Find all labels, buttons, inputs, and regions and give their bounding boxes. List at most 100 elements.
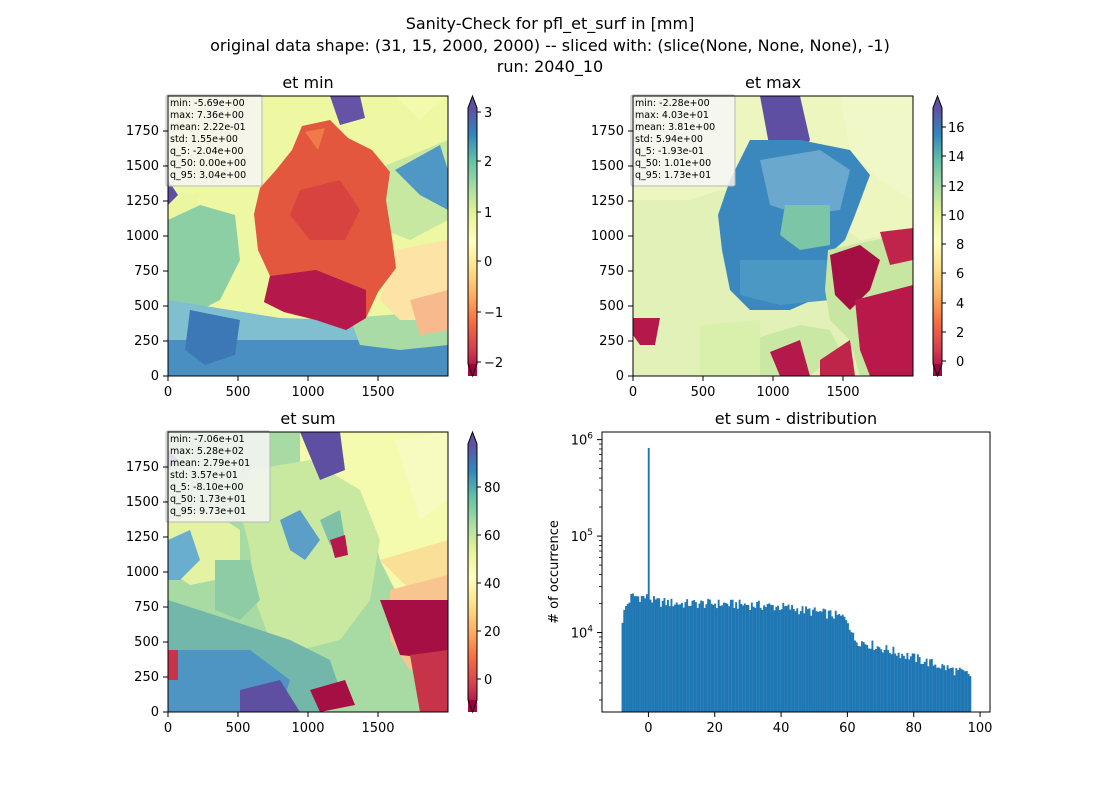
y-tick-label: 1250 [126,194,159,209]
histogram-bar [717,599,720,712]
colorbar-tick-label: 0 [956,355,964,370]
histogram-bar [660,606,662,712]
histogram-bar [722,602,725,712]
histogram-bar [915,662,918,712]
histogram-bar [668,606,671,712]
x-tick-label: 1000 [291,721,324,736]
y-tick-label: 500 [599,299,624,314]
histogram-bar [752,606,755,712]
y-tick-label: 250 [134,670,159,685]
histogram-bar [780,609,783,712]
histogram-bar [922,663,925,712]
x-axis: 0 500 1000 1500 [164,376,395,400]
colorbar: 0 2 4 6 8 10 12 14 16 [932,94,965,378]
histogram-bar [801,606,804,712]
histogram-bar [791,605,793,712]
histogram-bar [771,605,774,712]
y-tick-label: 750 [134,264,159,279]
histogram-bar [883,649,886,712]
histogram-bar [958,667,961,712]
x-tick-label: 0 [629,385,637,400]
histogram-bar [953,675,956,712]
y-axis: 0 250 500 750 1000 1250 1500 1750 [591,124,633,384]
histogram-bar [770,604,773,712]
histogram-bar [710,603,713,712]
histogram-bar [663,598,666,712]
colorbar-tick-label: 4 [956,297,964,312]
histogram-bar [803,613,806,712]
x-tick-label: 0 [644,721,652,736]
histogram-bar [815,611,818,712]
stat-line: max: 7.36e+00 [170,110,244,121]
histogram-bar [763,605,766,712]
histogram-bar [829,610,832,712]
histogram-bar [951,667,954,712]
histogram-bar [962,670,965,712]
histogram-bar [665,605,668,712]
colorbar-tick-label: 10 [948,209,965,224]
histogram-bar [724,602,727,712]
histogram-bar [871,640,874,712]
histogram-bar [623,609,626,712]
histogram-bar [902,655,905,712]
histogram-bar [867,648,870,712]
histogram-bar [855,642,858,712]
histogram-bar [708,599,711,712]
histogram-bar [658,598,661,712]
histogram-bar [649,599,652,712]
histogram-bar [747,604,750,712]
stat-line: mean: 2.79e+01 [170,458,250,469]
panel-et-sum-distribution: et sum - distribution # of occurrence 0 2… [547,409,992,736]
colorbar-tick-label: 60 [484,529,501,544]
histogram-bar [854,640,856,712]
histogram-bar [859,646,862,712]
histogram-bar [939,668,942,712]
histogram-bar [904,658,907,712]
stat-line: min: -7.06e+01 [170,434,245,445]
colorbar-tick-label: 6 [956,267,964,282]
histogram-bar [647,447,650,712]
histogram-bar [674,604,676,712]
histogram-bar [930,659,933,712]
histogram-bar [873,650,876,712]
histogram-bar [672,606,675,712]
histogram-bar [679,604,682,712]
histogram-bar [850,632,853,712]
histogram-bar [642,596,645,712]
histogram-bar [960,669,963,712]
histogram-bar [887,650,890,712]
y-tick-label: 1000 [126,229,159,244]
y-tick-label: 750 [134,600,159,615]
histogram-bar [822,608,825,712]
histogram-bar [812,609,814,712]
colorbar-extend-top [468,432,477,444]
histogram-bar [911,653,914,712]
colorbar-tick-label: 40 [484,577,501,592]
colorbar-ticks: −2 −1 0 1 2 3 [477,106,503,371]
histogram-bar [869,648,872,712]
x-tick-label: 0 [164,385,172,400]
y-tick-label: 106 [571,432,594,449]
colorbar-tick-label: 0 [484,255,492,270]
histogram-bar [733,607,736,712]
histogram-bar [773,610,776,712]
y-tick-label: 0 [151,705,159,720]
colorbar-tick-label: 3 [484,106,492,121]
histogram-bar [948,668,951,712]
histogram-bar [750,602,753,712]
histogram-bar [964,671,967,712]
histogram-bar [640,596,643,712]
x-tick-label: 20 [706,721,723,736]
histogram-bar [845,620,848,712]
panel-et-min: et min min: -5.69e+00 max: 7.36e+00 [126,73,503,400]
histogram-bar [833,618,835,712]
histogram-bar [847,623,849,712]
histogram-bar [901,653,904,712]
stats-box: min: -5.69e+00 max: 7.36e+00 mean: 2.22e… [165,94,263,187]
histogram-bar [916,654,919,712]
histogram-bar [738,599,741,712]
histogram-bar [796,608,799,712]
histogram-bar [806,609,809,712]
histogram-bar [726,603,729,712]
